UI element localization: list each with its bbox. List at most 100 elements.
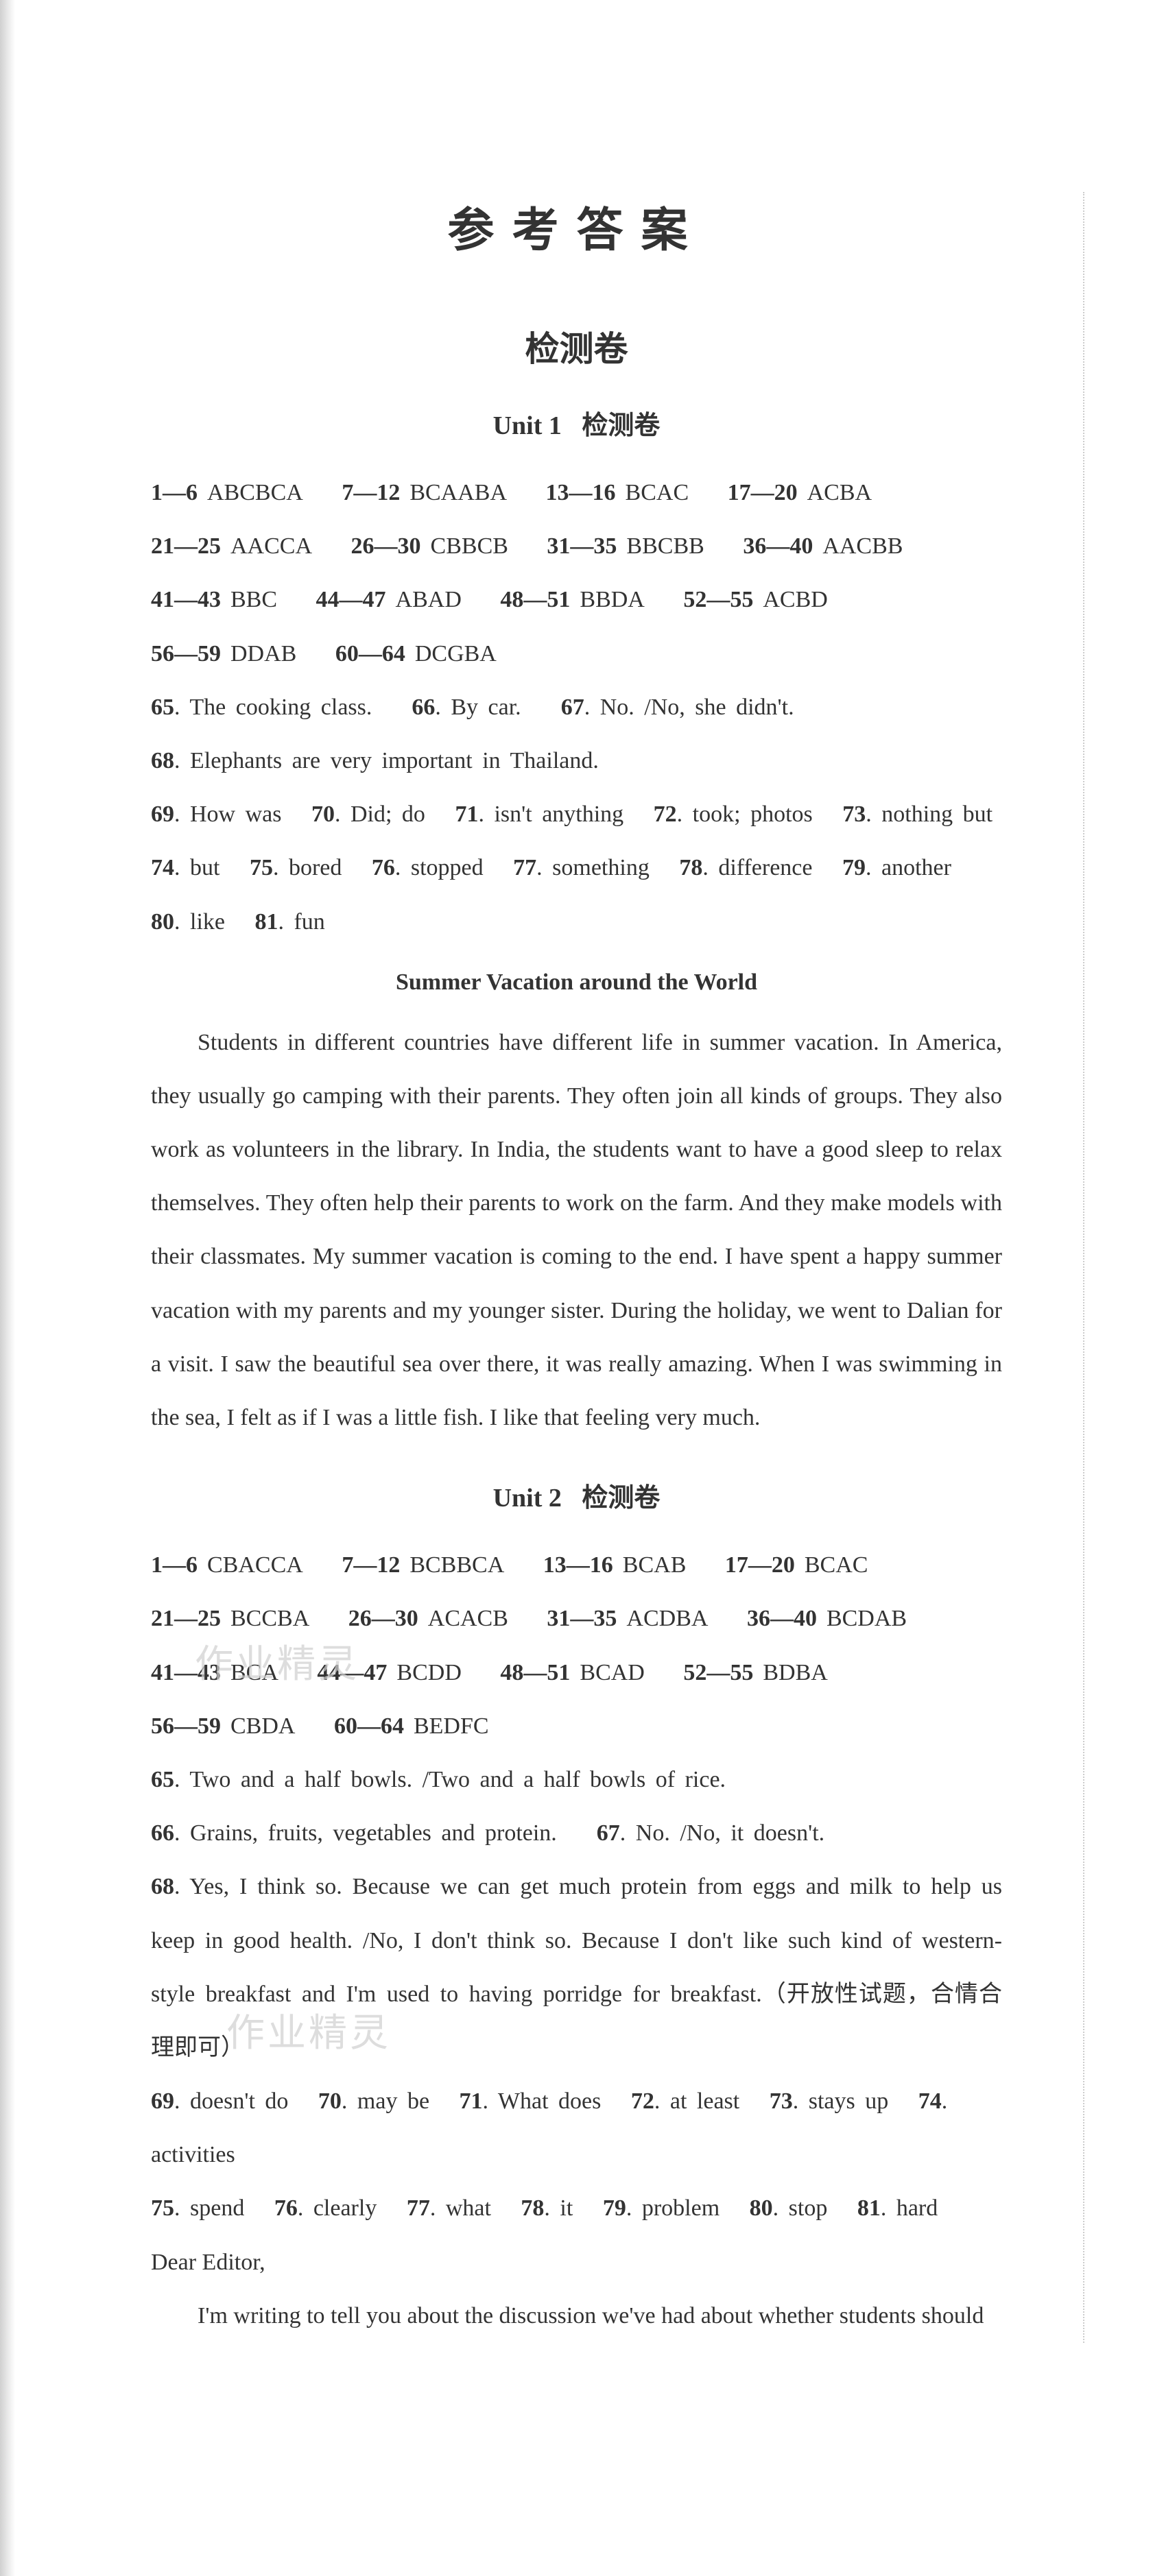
- ans: . Elephants are very important in Thaila…: [174, 748, 599, 773]
- qn: 75: [250, 855, 273, 880]
- ans: ABAD: [396, 587, 462, 612]
- mc-row: 21—25AACCA 26—30CBBCB 31—35BBCBB 36—40AA…: [151, 520, 1002, 573]
- qn: 21—25: [151, 1606, 221, 1631]
- ans: BCDD: [396, 1660, 461, 1685]
- qn: 69: [151, 802, 174, 827]
- unit1-title-zh: 检测卷: [582, 411, 660, 440]
- qn: 72: [631, 2089, 654, 2114]
- ans: ACBA: [807, 480, 872, 505]
- unit2-title-zh: 检测卷: [582, 1484, 660, 1513]
- ans: . it: [544, 2195, 573, 2221]
- qn: 75: [151, 2195, 174, 2221]
- qn: 31—35: [547, 533, 617, 559]
- main-title: 参考答案: [151, 192, 1002, 260]
- unit1-mc-answers: 1—6ABCBCA 7—12BCAABA 13—16BCAC 17—20ACBA…: [151, 466, 1002, 681]
- qn: 81: [254, 909, 278, 935]
- ans: BCAABA: [409, 480, 507, 505]
- qn: 74: [151, 855, 174, 880]
- ans: . nothing but: [866, 802, 992, 827]
- text-row: 65. The cooking class. 66. By car. 67. N…: [151, 681, 1002, 734]
- qn: 65: [151, 695, 174, 720]
- qn: 67: [597, 1820, 620, 1846]
- qn: 56—59: [151, 641, 221, 666]
- qn: 68: [151, 748, 174, 773]
- qn: 60—64: [334, 1713, 404, 1739]
- ans: . but: [174, 855, 219, 880]
- ans: ACBD: [763, 587, 827, 612]
- ans: BCAD: [580, 1660, 644, 1685]
- ans: CBACCA: [207, 1552, 303, 1578]
- ans: . The cooking class.: [174, 695, 372, 720]
- mc-row: 1—6ABCBCA 7—12BCAABA 13—16BCAC 17—20ACBA: [151, 466, 1002, 520]
- qn: 76: [274, 2195, 298, 2221]
- ans: DDAB: [230, 641, 296, 666]
- qn: 7—12: [342, 1552, 400, 1578]
- ans: DCGBA: [415, 641, 497, 666]
- ans: . something: [536, 855, 650, 880]
- ans: BCCBA: [230, 1606, 309, 1631]
- ans: . like: [174, 909, 225, 935]
- qn: 70: [318, 2089, 342, 2114]
- unit1-text-answers: 65. The cooking class. 66. By car. 67. N…: [151, 681, 1002, 949]
- mc-row: 41—43BBC 44—47ABAD 48—51BBDA 52—55ACBD: [151, 573, 1002, 627]
- qn: 80: [151, 909, 174, 935]
- ans: . another: [866, 855, 951, 880]
- qn: 7—12: [342, 480, 400, 505]
- qn: 69: [151, 2089, 174, 2114]
- qn: 26—30: [348, 1606, 418, 1631]
- unit2-title: Unit 2 检测卷: [151, 1476, 1002, 1514]
- watermark-text: 作业精灵: [226, 2002, 391, 2058]
- ans: . clearly: [298, 2195, 377, 2221]
- text-row: 68. Elephants are very important in Thai…: [151, 734, 1002, 788]
- qn: 44—47: [316, 587, 386, 612]
- section-title: 检测卷: [151, 322, 1002, 371]
- unit2-title-en: Unit 2: [493, 1484, 562, 1513]
- qn: 81: [857, 2195, 881, 2221]
- ans: . fun: [278, 909, 324, 935]
- ans: AACBB: [822, 533, 903, 559]
- ans: . What does: [483, 2089, 602, 2114]
- qn: 66: [151, 1820, 174, 1846]
- ans: . bored: [273, 855, 342, 880]
- text-row: 80. like 81. fun: [151, 895, 1002, 949]
- qn: 36—40: [747, 1606, 817, 1631]
- ans: . difference: [702, 855, 812, 880]
- qn: 60—64: [335, 641, 405, 666]
- qn: 48—51: [500, 587, 570, 612]
- qn: 36—40: [743, 533, 813, 559]
- page-edge-shadow: [0, 0, 15, 2576]
- qn: 73: [842, 802, 866, 827]
- ans: . stopped: [395, 855, 484, 880]
- unit1-essay-title: Summer Vacation around the World: [151, 970, 1002, 996]
- qn: 80: [750, 2195, 773, 2221]
- unit1-title: Unit 1 检测卷: [151, 404, 1002, 442]
- qn: 1—6: [151, 1552, 198, 1578]
- qn: 31—35: [547, 1606, 617, 1631]
- mc-row: 1—6CBACCA 7—12BCBBCA 13—16BCAB 17—20BCAC: [151, 1539, 1002, 1592]
- text-row: 66. Grains, fruits, vegetables and prote…: [151, 1807, 1002, 1860]
- watermark-text: 作业精灵: [195, 1633, 359, 1689]
- qn: 17—20: [728, 480, 798, 505]
- ans: . spend: [174, 2195, 244, 2221]
- ans: CBDA: [230, 1713, 295, 1739]
- qn: 68: [151, 1874, 174, 1899]
- ans: . Grains, fruits, vegetables and protein…: [174, 1820, 557, 1846]
- qn: 13—16: [543, 1552, 613, 1578]
- qn: 70: [311, 802, 335, 827]
- qn: 41—43: [151, 587, 221, 612]
- unit2-text-answers: 65. Two and a half bowls. /Two and a hal…: [151, 1753, 1002, 2236]
- qn: 71: [455, 802, 478, 827]
- qn: 52—55: [683, 587, 753, 612]
- qn: 1—6: [151, 480, 198, 505]
- ans: BBC: [230, 587, 277, 612]
- qn: 77: [513, 855, 536, 880]
- ans: BCAC: [626, 480, 689, 505]
- mc-row: 56—59 DDAB 60—64 DCGBA: [151, 627, 1002, 681]
- text-row: 75. spend 76. clearly 77. what 78. it 79…: [151, 2182, 1002, 2235]
- ans: BCAB: [623, 1552, 687, 1578]
- dotted-margin: [1083, 192, 1084, 2343]
- ans: . doesn't do: [174, 2089, 288, 2114]
- qn: 73: [770, 2089, 793, 2114]
- unit1-essay-body: Students in different countries have dif…: [151, 1016, 1002, 1445]
- ans: CBBCB: [431, 533, 508, 559]
